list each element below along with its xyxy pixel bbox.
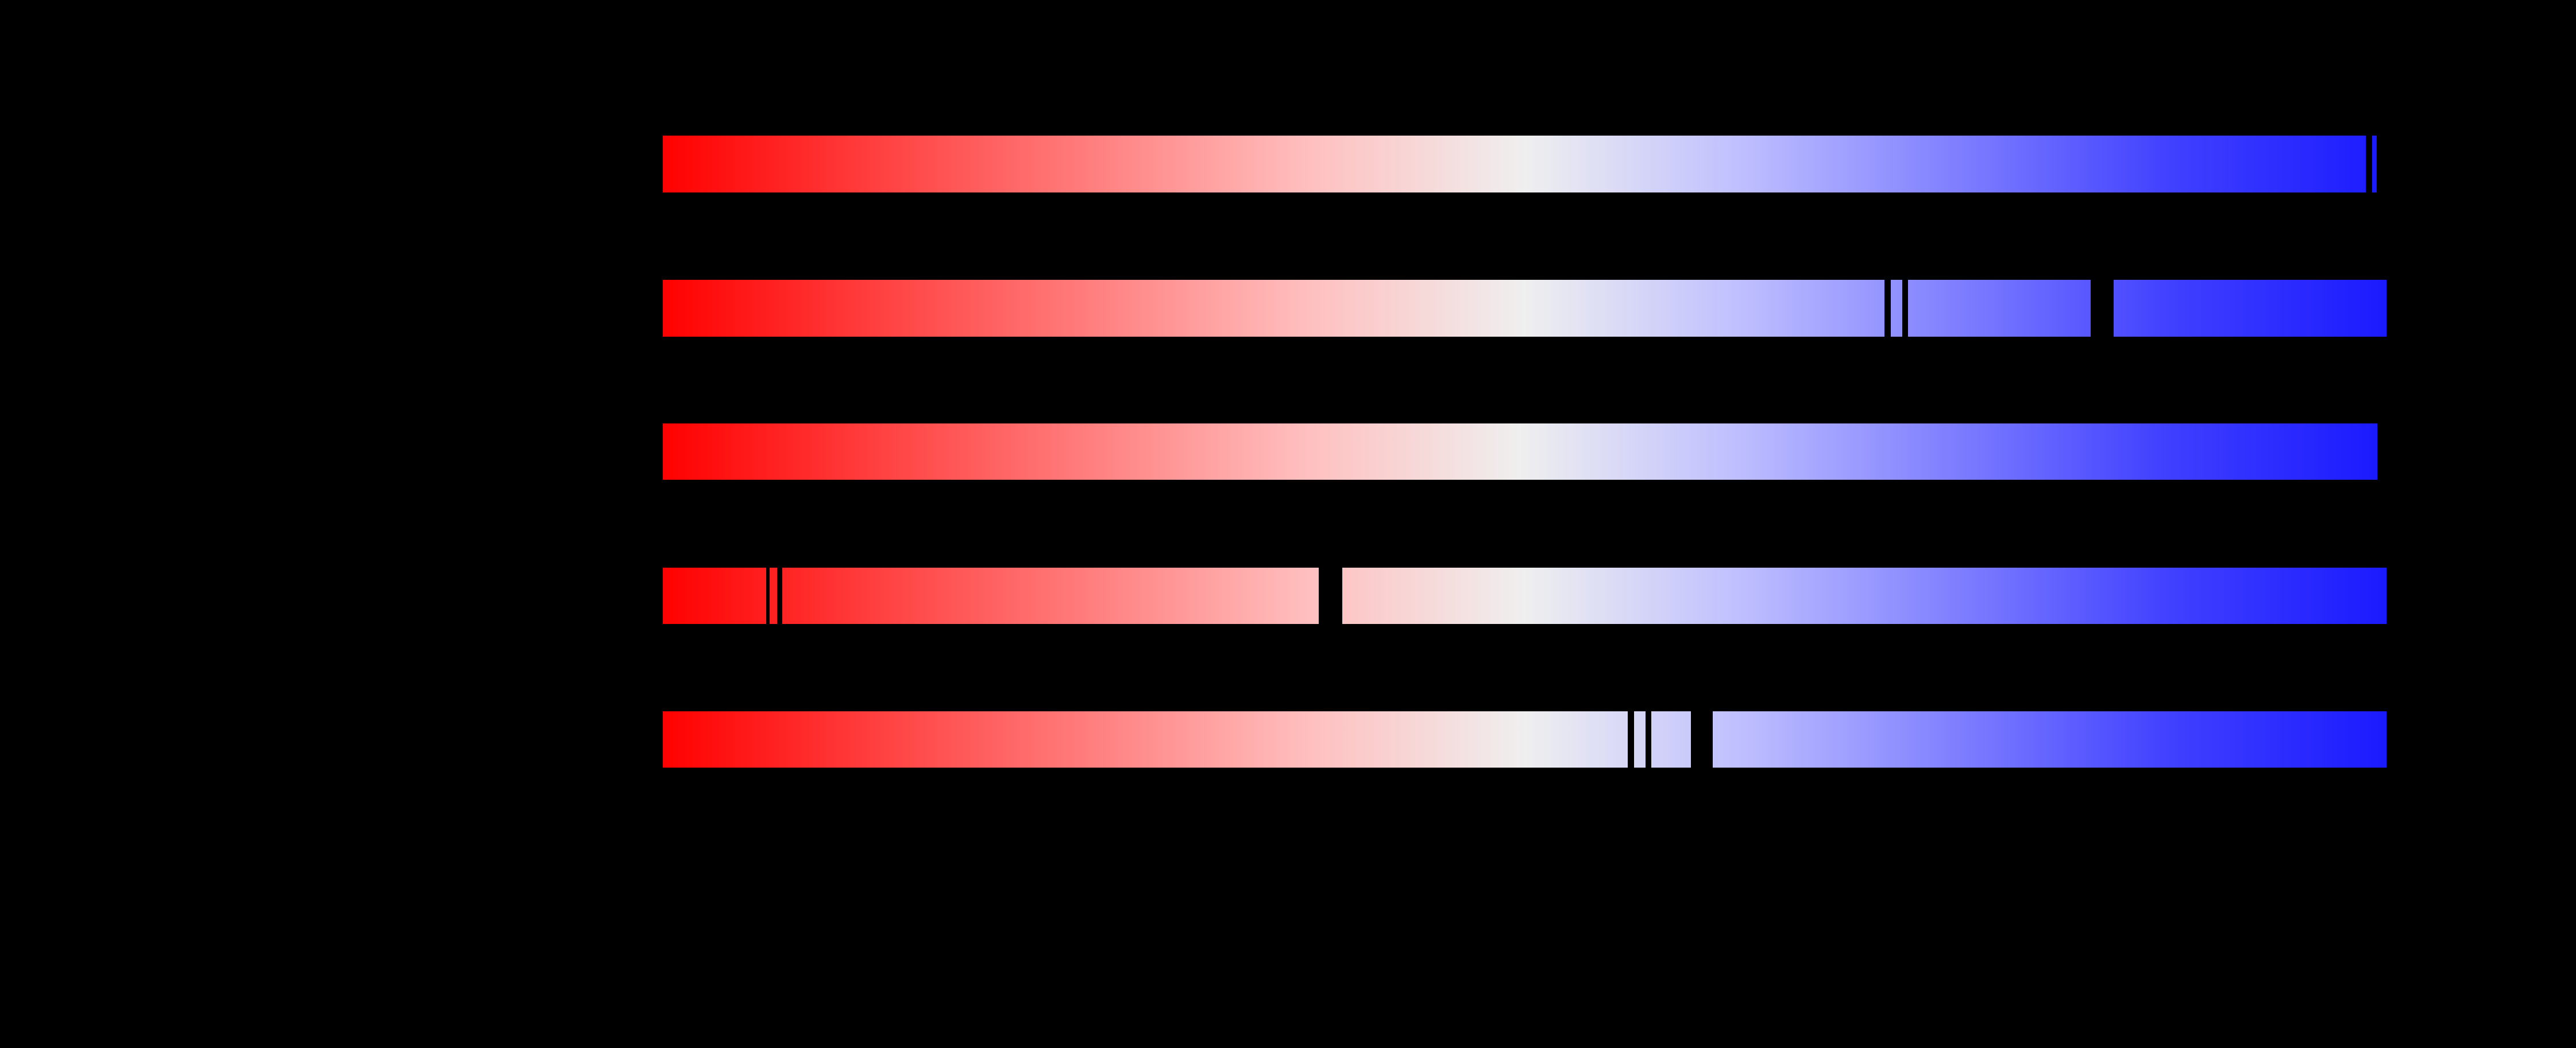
colorbar-segment: [1908, 280, 2091, 337]
colorbar-track: [0, 136, 2576, 192]
colorbar-segment: [782, 568, 1319, 624]
colorbar-track: [0, 423, 2576, 480]
colorbar-segment: [2372, 136, 2377, 192]
colorbar-segment: [1651, 711, 1691, 768]
colorbar-segment: [663, 423, 2377, 480]
colorbar-segment: [663, 711, 1628, 768]
colorbar-track: [0, 711, 2576, 768]
colorbar-segment: [663, 136, 2366, 192]
colorbar-segment: [770, 568, 777, 624]
colorbar-segment: [1342, 568, 2386, 624]
colorbar-segment: [663, 280, 1884, 337]
colorbar-track: [0, 280, 2576, 337]
colorbar-track: [0, 568, 2576, 624]
colorbar-segment: [2114, 280, 2386, 337]
colorbar-segment: [1713, 711, 2386, 768]
colorbar-segment: [1891, 280, 1902, 337]
colorbar-segment: [1634, 711, 1646, 768]
colorbar-segment: [663, 568, 766, 624]
